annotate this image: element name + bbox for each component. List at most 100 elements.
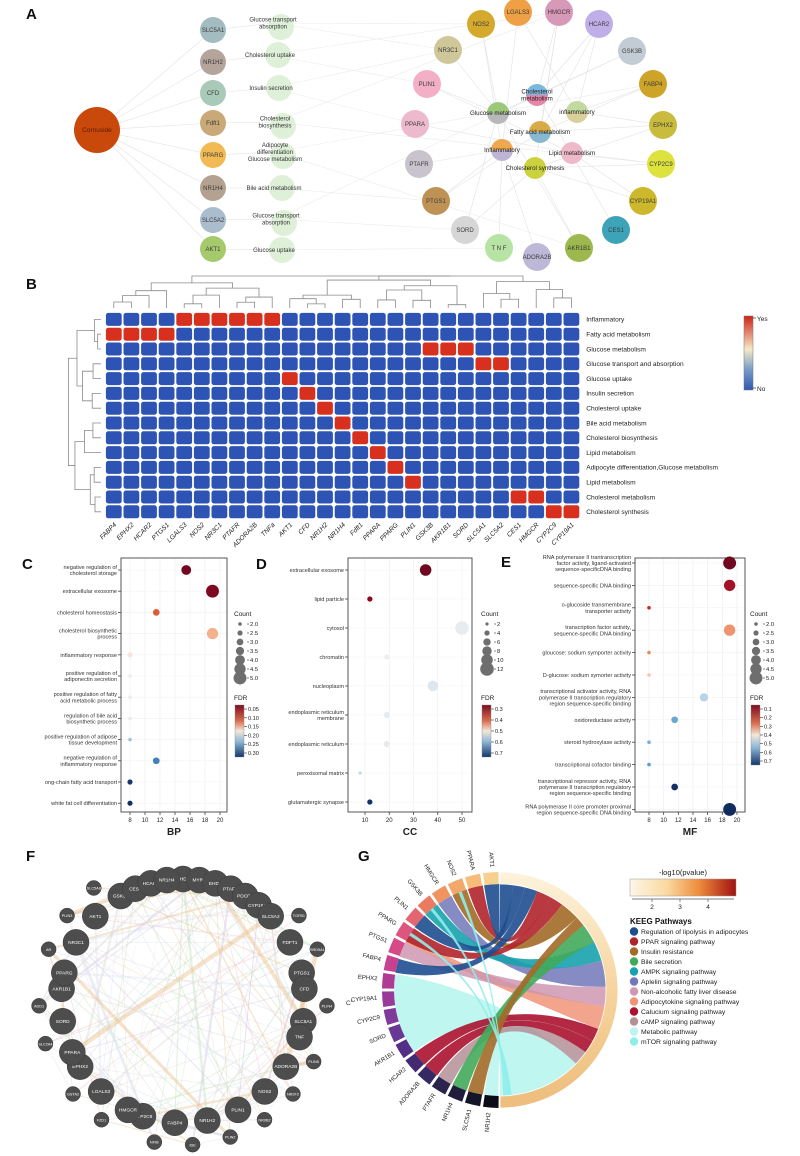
heatmap-cell bbox=[105, 475, 122, 489]
heatmap-cell bbox=[405, 357, 421, 371]
category-label: nucleoplasm bbox=[313, 684, 345, 690]
heatmap-cell bbox=[369, 416, 386, 430]
category-label: positive regulation of fatty bbox=[54, 692, 118, 698]
heatmap-cell bbox=[528, 431, 545, 445]
plot-box bbox=[634, 557, 746, 813]
kegg-legend-label: Adipocytokine signaling pathway bbox=[641, 999, 740, 1006]
ppi-edge bbox=[100, 941, 291, 1093]
heatmap-cell bbox=[264, 386, 281, 400]
category-label: extracellular exosome bbox=[63, 589, 117, 595]
heatmap-cell bbox=[229, 386, 245, 400]
ppi-node-label: IDE bbox=[189, 1143, 196, 1147]
dendrogram-branch bbox=[412, 299, 431, 308]
x-tick-label: 10 bbox=[660, 818, 667, 824]
fdr-value: 0.05 bbox=[248, 707, 259, 713]
ppi-edge bbox=[63, 971, 294, 1095]
heatmap-cell bbox=[317, 342, 333, 356]
dendrogram-branch bbox=[378, 275, 524, 282]
ppi-node-NFIB bbox=[146, 1134, 163, 1150]
heatmap-col-label: PPARG bbox=[379, 522, 400, 543]
heatmap-cell bbox=[158, 490, 175, 504]
heatmap-cell bbox=[422, 342, 439, 356]
count-legend-bubble bbox=[233, 671, 247, 685]
ppi-node-NR0B2 bbox=[256, 1111, 273, 1128]
heatmap-cell bbox=[176, 357, 193, 371]
gene-node-label: PPARG bbox=[203, 153, 224, 159]
fdr-value: 0.4 bbox=[495, 718, 503, 724]
heatmap-cell bbox=[510, 475, 527, 489]
axis-title-MF: MF bbox=[683, 827, 697, 838]
ppi-edge bbox=[134, 888, 239, 1111]
heatmap-cell bbox=[141, 357, 157, 371]
heatmap-cell bbox=[563, 372, 580, 386]
ppi-node-label: FZD1 bbox=[97, 1118, 107, 1122]
category-label: endoplasmic reticulum bbox=[288, 742, 344, 748]
gene-node-label: HMGCR bbox=[548, 10, 571, 16]
heatmap-cell bbox=[510, 386, 527, 400]
ppi-edge bbox=[153, 880, 200, 1143]
count-legend-title: Count bbox=[234, 611, 252, 618]
x-tick-label: 8 bbox=[128, 818, 132, 824]
fdr-colorbar bbox=[234, 704, 245, 758]
panel-b-heatmap: Inflammatory Fatty acid metabolism Glucose… bbox=[67, 275, 768, 550]
heatmap-cell bbox=[123, 342, 140, 356]
panel-label-b: B bbox=[26, 276, 37, 293]
heatmap-cell bbox=[334, 431, 351, 445]
pathway-circle bbox=[270, 143, 296, 169]
heatmap-cell bbox=[510, 431, 527, 445]
gene-arc-ADORA2B bbox=[417, 1065, 437, 1085]
heatmap-col-label: NR3C1 bbox=[204, 521, 224, 541]
heatmap-cell bbox=[475, 357, 492, 371]
ppi-node-label: GSK3B bbox=[113, 894, 129, 900]
ppi-node-FDFT1 bbox=[276, 929, 304, 956]
dendrogram-branch bbox=[342, 298, 361, 308]
panel-label-e: E bbox=[501, 554, 512, 571]
heatmap-cell bbox=[264, 416, 281, 430]
chord-ribbon bbox=[399, 942, 606, 1007]
heatmap-cell bbox=[123, 416, 140, 430]
chord-ribbon bbox=[425, 1020, 593, 1076]
heatmap-cell bbox=[317, 386, 333, 400]
network-edge bbox=[539, 124, 664, 133]
heatmap-cell bbox=[246, 475, 263, 489]
heatmap-cell bbox=[123, 475, 140, 489]
heatmap-cell bbox=[387, 401, 404, 415]
gene-arc-PTGS1 bbox=[388, 937, 405, 956]
gene-arc-CYP2C9 bbox=[383, 1007, 399, 1026]
ppi-node-SLC5A8 bbox=[86, 880, 102, 896]
count-legend-value: 2.5 bbox=[250, 631, 258, 637]
heatmap-cell bbox=[493, 475, 509, 489]
pathway-pie-top bbox=[491, 139, 513, 150]
ppi-node-NR2F2 bbox=[285, 1086, 301, 1102]
chord-gene-label: PPARA bbox=[465, 850, 475, 871]
pathway-pie-bottom bbox=[529, 132, 551, 143]
count-legend-value: 10 bbox=[497, 658, 503, 664]
heatmap-cell bbox=[405, 342, 421, 356]
heatmap-cell bbox=[211, 505, 228, 519]
gene-node-label: T N F bbox=[492, 246, 507, 252]
gene-arc-HMGCR bbox=[431, 885, 451, 904]
count-legend-value: 3.5 bbox=[250, 649, 258, 655]
heatmap-cell bbox=[369, 312, 386, 326]
heatmap-cell bbox=[281, 505, 298, 519]
heatmap-cell bbox=[246, 342, 263, 356]
heatmap-cell bbox=[246, 312, 263, 326]
category-label: region sequence-specific DNA binding bbox=[536, 811, 631, 817]
heatmap-cell bbox=[193, 357, 210, 371]
category-label: transcription factor activity, bbox=[565, 625, 631, 631]
category-label: polymerase II transcription regulatory bbox=[539, 695, 631, 701]
chord-gene-label: NR1H2 bbox=[485, 1112, 493, 1133]
pie-pathway-label: Inflammatory bbox=[484, 147, 521, 154]
heatmap-cell bbox=[475, 460, 492, 474]
heatmap-cell bbox=[299, 446, 316, 460]
category-label: ong-chain fatty acid transport bbox=[45, 780, 118, 786]
ppi-node-SLC5A2 bbox=[257, 902, 284, 930]
gene-node-label: FABP4 bbox=[644, 82, 663, 88]
heatmap-cell bbox=[510, 490, 527, 504]
category-label: biosynthetic process bbox=[66, 720, 117, 726]
count-legend-value: 6 bbox=[497, 640, 500, 646]
heatmap-cell bbox=[405, 431, 421, 445]
gene-node-NR3C1 bbox=[434, 36, 462, 64]
dot-C-6 bbox=[128, 695, 132, 699]
heatmap-cell bbox=[141, 401, 157, 415]
